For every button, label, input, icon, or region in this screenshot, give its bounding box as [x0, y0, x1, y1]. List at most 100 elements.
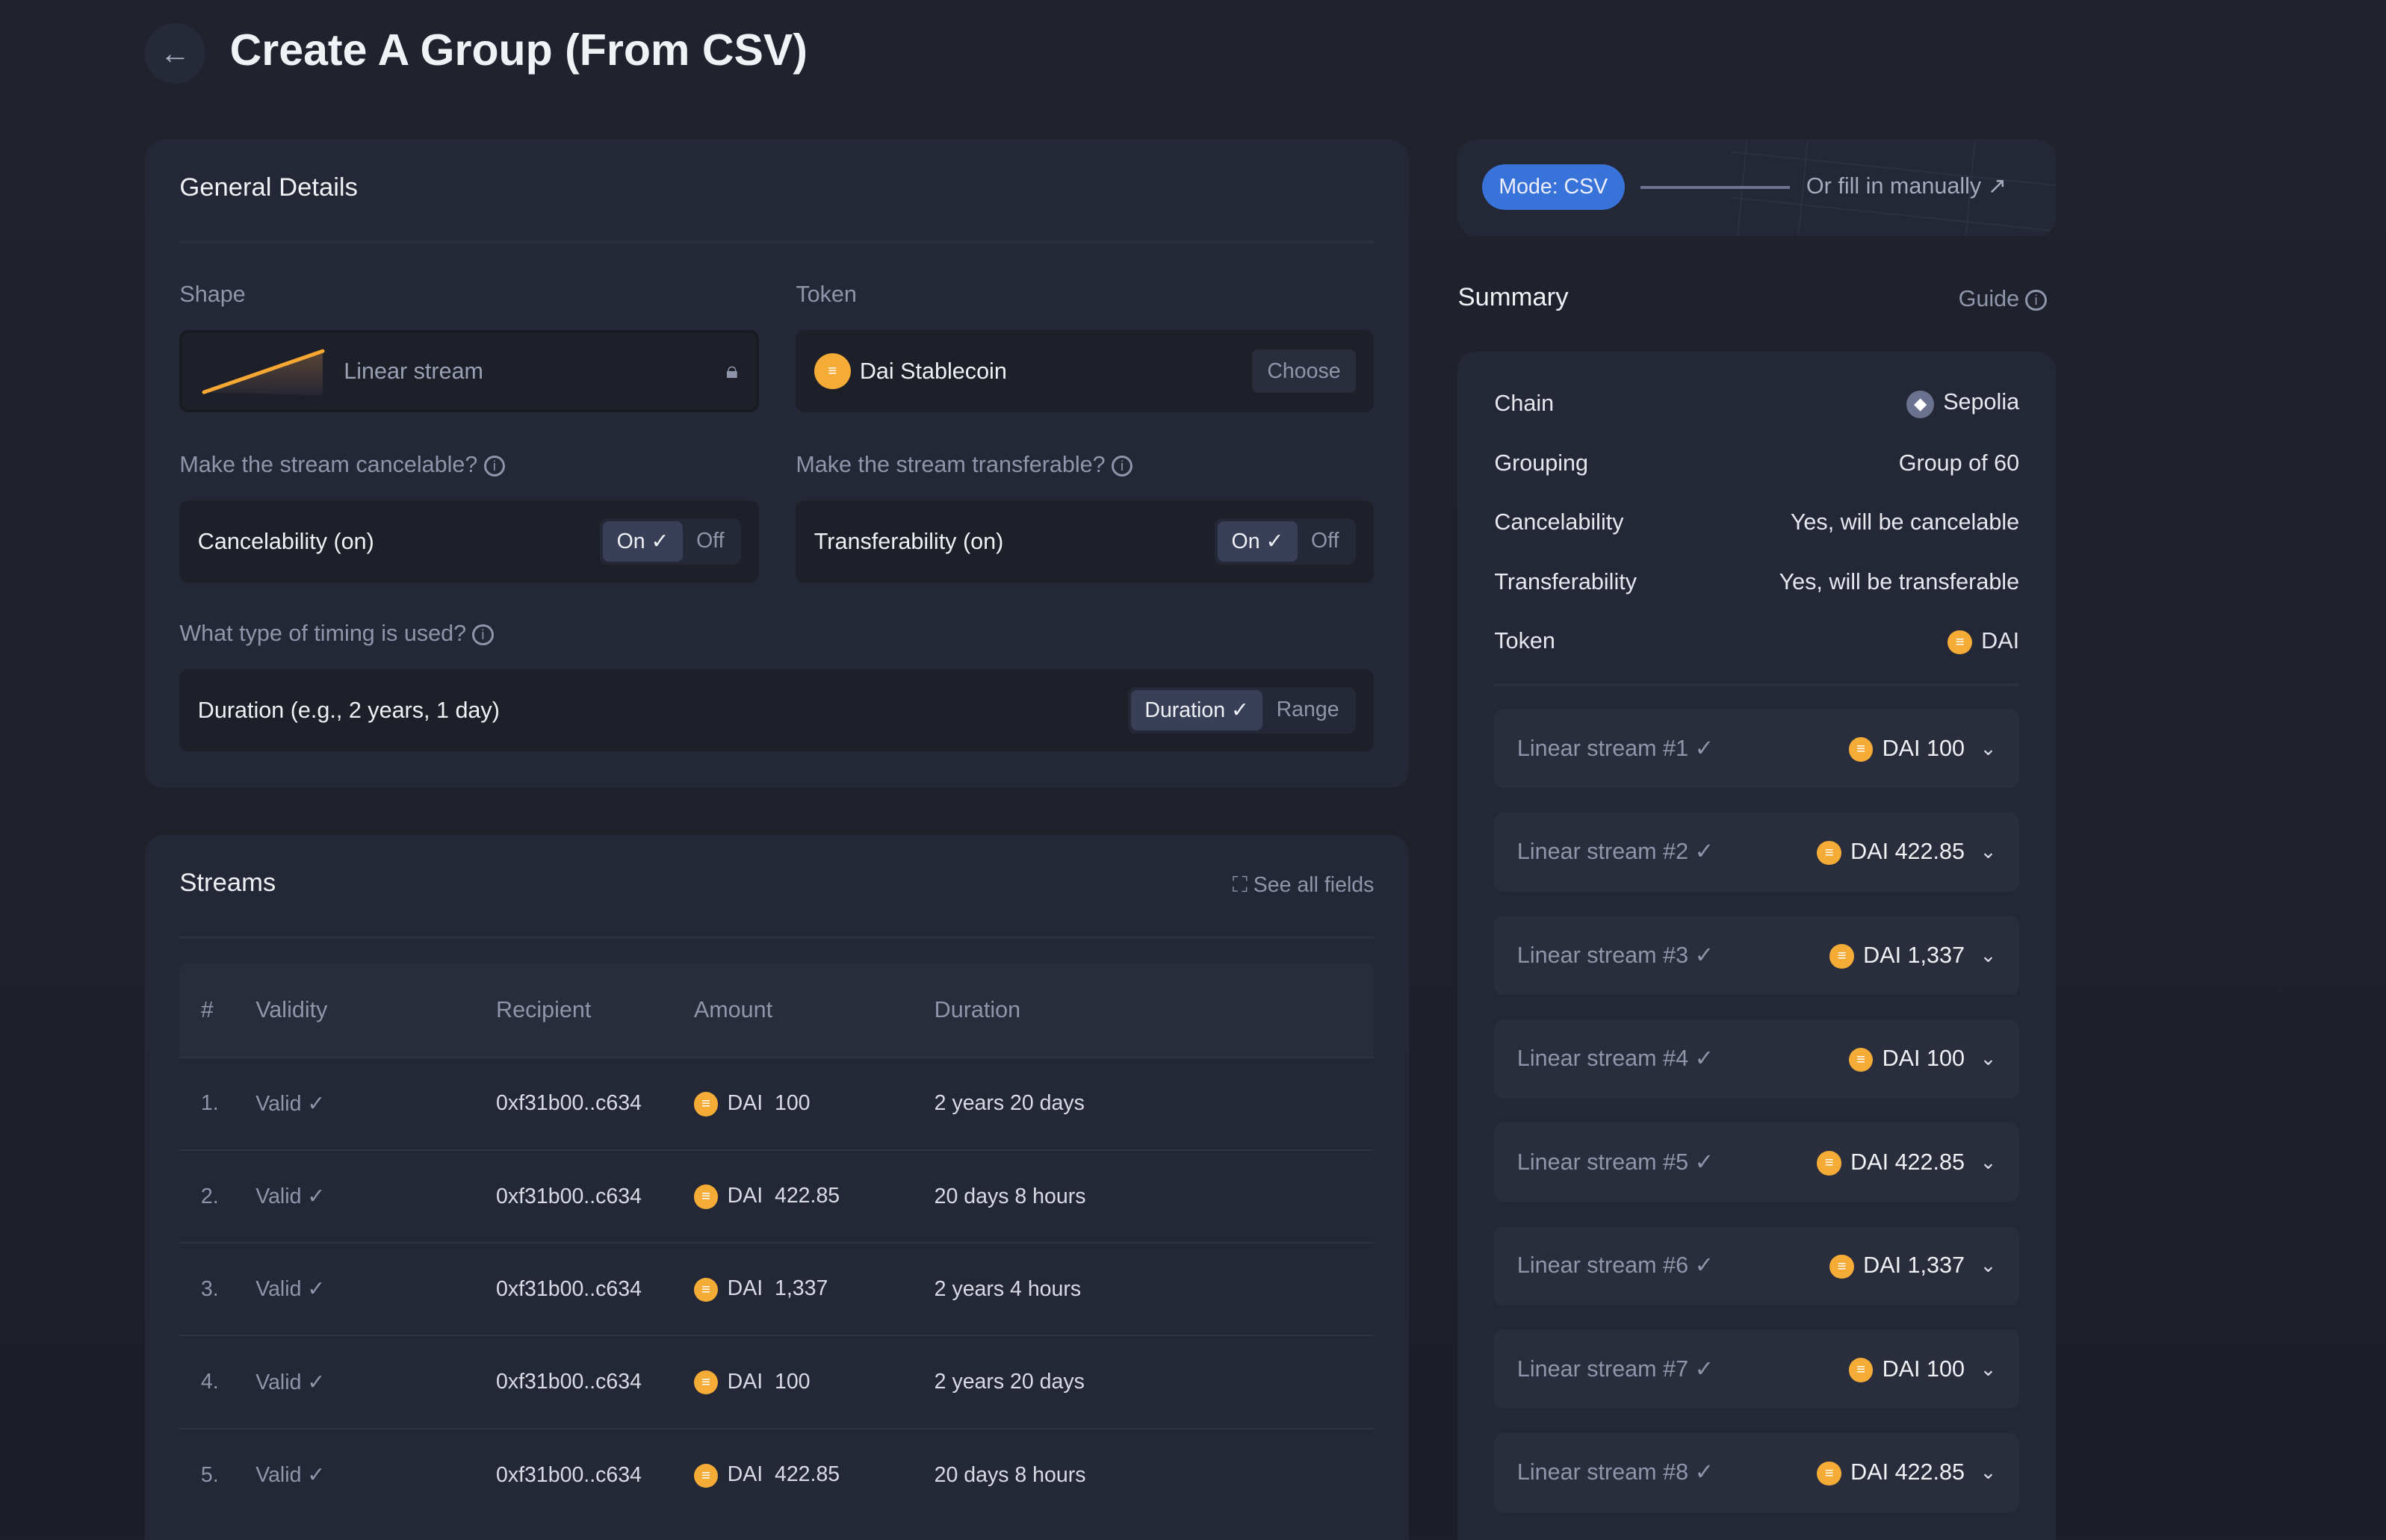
cell-amount: DAI 422.85	[727, 1184, 840, 1208]
cell-n: 5.	[200, 1462, 219, 1487]
dai-icon: ≡	[1947, 630, 1972, 655]
section-title: Streams	[179, 869, 276, 898]
stream-summary-item[interactable]: Linear stream #3 ✓ ≡ DAI 1,337 ⌄	[1494, 916, 2020, 996]
summary-value: Yes, will be transferable	[1779, 568, 2020, 594]
table-row[interactable]: 1. Valid ✓ 0xf31b00..c634 ≡ DAI 100 2 years 2…	[179, 1056, 1375, 1150]
chevron-down-icon[interactable]: ⌄	[1980, 943, 1997, 966]
on-option[interactable]: On ✓	[1218, 521, 1298, 562]
shape-label: Shape	[179, 281, 246, 307]
back-button[interactable]: ←	[144, 22, 205, 84]
chevron-down-icon[interactable]: ⌄	[1980, 1461, 1997, 1484]
ethereum-icon: ◆	[1906, 391, 1934, 419]
choose-token-button[interactable]: Choose	[1251, 350, 1356, 393]
section-title: General Details	[179, 173, 358, 202]
stream-name: Linear stream #1 ✓	[1516, 735, 1714, 761]
cell-valid: Valid ✓	[255, 1091, 326, 1116]
stream-summary-item[interactable]: Linear stream #2 ✓ ≡ DAI 422.85 ⌄	[1494, 812, 2020, 892]
stream-summary-item[interactable]: Linear stream #5 ✓ ≡ DAI 422.85 ⌄	[1494, 1123, 2020, 1202]
cell-recipient: 0xf31b00..c634	[496, 1184, 642, 1208]
cell-n: 2.	[200, 1184, 219, 1208]
general-details-panel: General Details Shape Linear stream 🔒︎ T…	[144, 140, 1410, 789]
stream-summary-item[interactable]: Linear stream #8 ✓ ≡ DAI 422.85 ⌄	[1494, 1432, 2020, 1512]
table-row[interactable]: 5. Valid ✓ 0xf31b00..c634 ≡ DAI 422.85 20 day…	[179, 1427, 1375, 1521]
info-icon[interactable]: i	[1111, 455, 1133, 477]
cell-duration: 2 years 4 hours	[934, 1276, 1082, 1301]
stream-summary-item[interactable]: Linear stream #6 ✓ ≡ DAI 1,337 ⌄	[1494, 1226, 2020, 1305]
chevron-down-icon[interactable]: ⌄	[1980, 840, 1997, 863]
column-header: Recipient	[496, 963, 694, 1058]
cell-valid: Valid ✓	[255, 1185, 326, 1209]
summary-value: Group of 60	[1898, 450, 2020, 476]
chevron-down-icon[interactable]: ⌄	[1980, 1047, 1997, 1070]
see-all-fields-button[interactable]: ⛶ See all fields	[1232, 873, 1375, 898]
fill-manually-link[interactable]: Or fill in manually ↗	[1806, 173, 2007, 199]
timing-toggle[interactable]: Duration ✓ Range	[1127, 687, 1356, 734]
table-row[interactable]: 3. Valid ✓ 0xf31b00..c634 ≡ DAI 1,337 2 years…	[179, 1242, 1375, 1336]
timing-field: Duration (e.g., 2 years, 1 day) Duration…	[179, 669, 1375, 752]
stream-amount: DAI 100	[1882, 1046, 1965, 1072]
stream-amount: DAI 422.85	[1850, 839, 1965, 865]
cell-valid: Valid ✓	[255, 1370, 326, 1394]
cancelability-toggle[interactable]: On ✓ Off	[600, 518, 741, 565]
summary-row: Token ≡ DAI	[1494, 612, 2019, 671]
stream-summary-item[interactable]: Linear stream #7 ✓ ≡ DAI 100 ⌄	[1494, 1329, 2020, 1409]
summary-row: Transferability Yes, will be transferable	[1494, 552, 2019, 611]
off-option[interactable]: Off	[1311, 529, 1339, 553]
mode-banner: Mode: CSV Or fill in manually ↗	[1457, 140, 2056, 236]
chevron-down-icon[interactable]: ⌄	[1980, 1357, 1997, 1380]
token-field[interactable]: ≡ Dai Stablecoin Choose	[796, 330, 1375, 412]
stream-name: Linear stream #8 ✓	[1516, 1459, 1714, 1485]
stream-amount: DAI 1,337	[1863, 942, 1965, 968]
stream-name: Linear stream #5 ✓	[1516, 1149, 1714, 1175]
chevron-down-icon[interactable]: ⌄	[1980, 1254, 1997, 1277]
dai-icon: ≡	[1817, 840, 1841, 866]
token-value: Dai Stablecoin	[859, 358, 1007, 384]
streams-panel: Streams ⛶ See all fields # Validity Recipi…	[144, 835, 1410, 1540]
table-row[interactable]: 2. Valid ✓ 0xf31b00..c634 ≡ DAI 422.85 20 day…	[179, 1149, 1375, 1244]
page-title: Create A Group (From CSV)	[229, 25, 808, 75]
stream-summary-item[interactable]: Linear stream #4 ✓ ≡ DAI 100 ⌄	[1494, 1019, 2020, 1099]
off-option[interactable]: Off	[696, 529, 725, 553]
stream-name: Linear stream #2 ✓	[1516, 839, 1714, 865]
stream-amount: DAI 100	[1882, 735, 1965, 761]
lock-icon: 🔒︎	[725, 358, 738, 383]
summary-key: Chain	[1494, 391, 1555, 417]
summary-title: Summary	[1457, 282, 1569, 311]
divider	[179, 935, 1375, 939]
stream-name: Linear stream #4 ✓	[1516, 1046, 1714, 1072]
dai-icon: ≡	[1848, 1047, 1874, 1072]
dai-icon: ≡	[1848, 1358, 1874, 1382]
duration-option[interactable]: Duration ✓	[1131, 690, 1263, 731]
dai-icon: ≡	[693, 1185, 719, 1209]
column-header: Duration	[934, 963, 1375, 1058]
transferability-toggle[interactable]: On ✓ Off	[1215, 518, 1356, 565]
info-icon[interactable]: i	[472, 624, 494, 646]
guide-link[interactable]: Guide i	[1959, 286, 2047, 312]
summary-key: Token	[1494, 628, 1555, 654]
summary-row: Grouping Group of 60	[1494, 434, 2019, 493]
chevron-down-icon[interactable]: ⌄	[1980, 736, 1997, 760]
range-option[interactable]: Range	[1276, 698, 1339, 722]
stream-summary-item[interactable]: Linear stream #1 ✓ ≡ DAI 100 ⌄	[1494, 709, 2020, 789]
cell-recipient: 0xf31b00..c634	[496, 1370, 642, 1394]
dai-icon: ≡	[1848, 737, 1874, 762]
summary-row: Chain ◆ Sepolia	[1494, 374, 2019, 433]
expand-icon: ⛶	[1232, 873, 1254, 898]
cancelability-text: Cancelability (on)	[197, 528, 374, 554]
summary-row: Cancelability Yes, will be cancelable	[1494, 493, 2019, 552]
cell-amount: DAI 100	[727, 1090, 811, 1115]
chevron-down-icon[interactable]: ⌄	[1980, 1150, 1997, 1173]
cell-duration: 2 years 20 days	[934, 1091, 1085, 1116]
cell-amount: DAI 1,337	[727, 1276, 828, 1301]
shape-field: Linear stream 🔒︎	[179, 330, 760, 412]
on-option[interactable]: On ✓	[603, 521, 683, 562]
transferable-question: Make the stream transferable?	[796, 451, 1106, 477]
cell-recipient: 0xf31b00..c634	[496, 1276, 642, 1301]
info-icon[interactable]: i	[483, 455, 506, 477]
table-row[interactable]: 4. Valid ✓ 0xf31b00..c634 ≡ DAI 100 2 years 2…	[179, 1335, 1375, 1429]
cell-recipient: 0xf31b00..c634	[496, 1091, 642, 1116]
cancelability-field: Cancelability (on) On ✓ Off	[179, 500, 760, 583]
summary-panel: Chain ◆ Sepolia Grouping Group of 60 Cancelab…	[1457, 351, 2056, 1540]
summary-key: Cancelability	[1494, 509, 1624, 535]
column-header: Validity	[255, 963, 497, 1058]
